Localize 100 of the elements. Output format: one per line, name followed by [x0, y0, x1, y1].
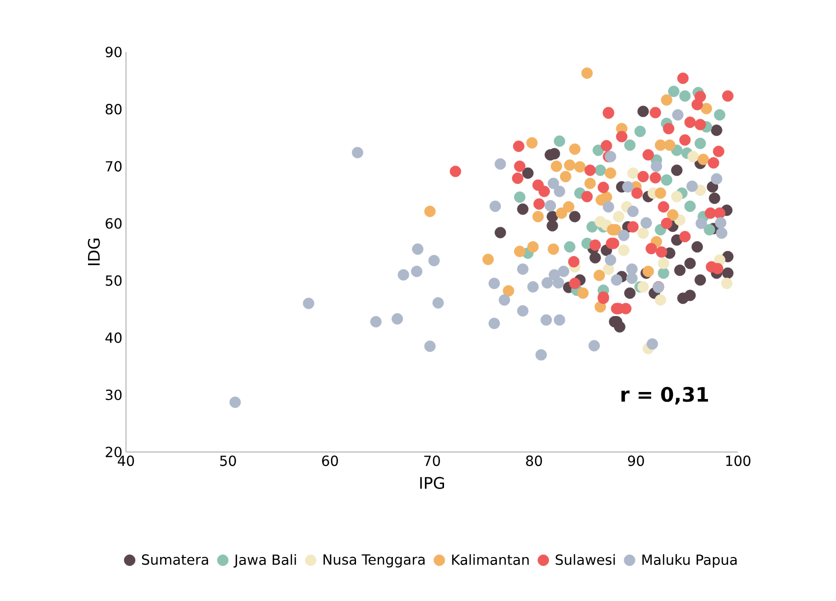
point: [517, 203, 528, 215]
point: [569, 278, 581, 290]
point: [710, 124, 722, 136]
point: [686, 180, 698, 192]
point: [514, 246, 526, 258]
point: [722, 267, 734, 279]
point: [714, 217, 726, 229]
point: [654, 187, 666, 199]
point: [494, 158, 506, 170]
point: [564, 159, 576, 171]
point: [398, 269, 410, 281]
point: [554, 186, 566, 198]
legend-label: Kalimantan: [452, 554, 529, 565]
point: [548, 269, 560, 281]
point: [637, 227, 649, 239]
annotation: r = 0,31: [621, 386, 708, 404]
point: [604, 254, 616, 266]
point: [660, 174, 672, 186]
point: [708, 157, 720, 169]
point: [667, 209, 678, 221]
point: [679, 134, 691, 146]
point: [637, 106, 649, 118]
point: [658, 267, 670, 279]
point: [692, 241, 703, 253]
point: [694, 274, 706, 286]
point: [662, 122, 674, 134]
point: [584, 178, 596, 190]
point: [517, 305, 528, 317]
point: [624, 139, 636, 151]
point: [488, 278, 500, 290]
point: [654, 294, 666, 306]
point: [684, 258, 696, 270]
point: [590, 239, 601, 251]
point: [626, 263, 638, 275]
point: [598, 182, 610, 194]
point: [450, 166, 462, 178]
x-axis-title: IPG: [420, 476, 444, 489]
point: [512, 172, 524, 184]
point: [424, 206, 436, 218]
point: [624, 287, 636, 299]
point: [488, 318, 500, 330]
point: [577, 287, 589, 299]
point: [671, 164, 683, 176]
point: [700, 102, 712, 114]
point: [498, 294, 510, 306]
point: [554, 314, 566, 326]
y-tick-label: 30: [106, 390, 122, 400]
point: [604, 167, 616, 179]
legend-label: Nusa Tenggara: [324, 554, 425, 568]
point: [482, 254, 494, 266]
point: [694, 118, 706, 130]
y-tick-label: 90: [106, 46, 122, 58]
legend-label: Sulawesi: [556, 554, 615, 565]
legend-label: Sumatera: [142, 554, 208, 565]
point: [627, 206, 639, 218]
point: [586, 221, 598, 233]
point: [514, 160, 526, 172]
point: [721, 278, 732, 290]
point: [569, 210, 581, 222]
point: [672, 109, 684, 121]
point: [352, 146, 364, 158]
point: [634, 126, 646, 138]
point: [692, 98, 703, 110]
point: [642, 149, 654, 161]
point: [616, 130, 628, 142]
point: [544, 200, 556, 212]
point: [710, 173, 722, 185]
point: [650, 172, 662, 184]
point: [568, 256, 580, 268]
point: [714, 109, 726, 121]
point: [594, 216, 606, 228]
point: [698, 154, 710, 166]
y-tick-label: 60: [106, 218, 122, 229]
point: [674, 264, 686, 276]
point: [602, 263, 614, 275]
point: [562, 201, 574, 213]
point: [517, 263, 528, 275]
y-tick-label: 80: [106, 104, 122, 114]
point: [527, 281, 539, 293]
point: [679, 90, 691, 102]
point: [694, 138, 706, 150]
point: [677, 72, 689, 84]
point: [627, 167, 639, 179]
point: [411, 266, 422, 278]
point: [627, 221, 639, 233]
y-tick-label: 20: [106, 446, 122, 458]
point: [714, 207, 726, 219]
point: [600, 140, 612, 152]
point: [716, 227, 728, 239]
point: [612, 210, 624, 222]
point: [494, 226, 506, 238]
point: [560, 170, 572, 182]
point: [640, 217, 652, 229]
point: [594, 164, 606, 176]
point: [618, 230, 630, 242]
point: [533, 198, 545, 210]
point: [668, 86, 680, 98]
x-tick-label: 100: [726, 456, 750, 466]
point: [637, 170, 649, 182]
point: [556, 207, 568, 219]
